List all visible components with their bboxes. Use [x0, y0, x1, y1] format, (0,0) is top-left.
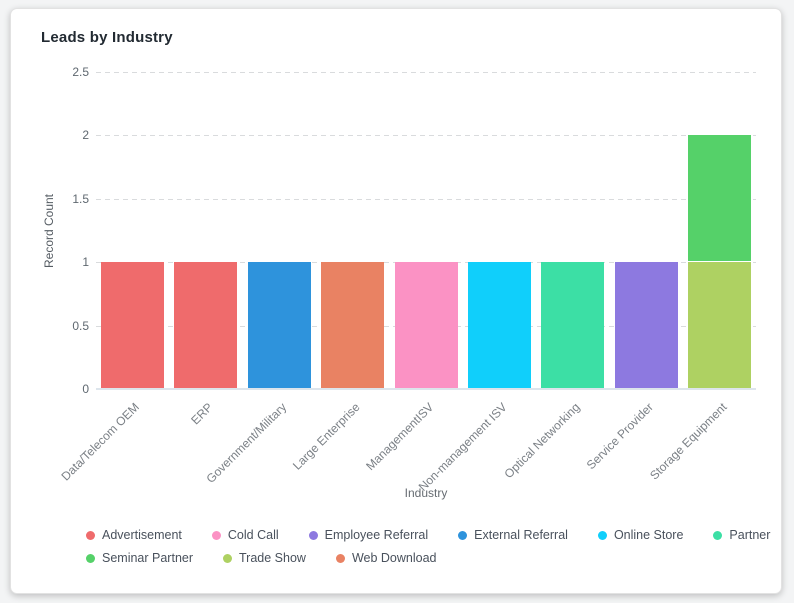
bar-data-telecom-oem — [101, 72, 164, 389]
legend-dot-icon — [86, 530, 95, 540]
legend-dot-icon — [458, 530, 468, 540]
bar-segment-government-military-external-referral[interactable] — [247, 262, 311, 389]
x-axis-title: Industry — [404, 486, 448, 500]
y-tick-label: 2 — [82, 128, 89, 143]
x-label-slot: Storage Equipment — [647, 390, 751, 483]
legend-label: Employee Referral — [324, 528, 429, 542]
legend-item-web-download[interactable]: Web Download — [335, 551, 437, 565]
chart-title: Leads by Industry — [41, 29, 173, 46]
x-label-slot: Data/Telecom OEM — [59, 390, 164, 483]
y-tick-label: 0 — [82, 382, 89, 396]
gridline — [96, 72, 756, 73]
bar-segment-large-enterprise-web-download[interactable] — [321, 262, 385, 389]
legend-item-trade-show[interactable]: Trade Show — [223, 551, 306, 565]
bar-government-military — [247, 72, 311, 389]
plot-area — [96, 72, 756, 390]
bar-segment-service-provider-employee-referral[interactable] — [614, 262, 678, 389]
legend-label: Trade Show — [239, 551, 306, 565]
legend-label: Web Download — [351, 551, 437, 565]
legend-dot-icon — [713, 530, 723, 540]
legend-dot-icon — [211, 530, 221, 540]
legend-label: External Referral — [474, 528, 568, 542]
bar-segment-storage-equipment-trade-show[interactable] — [688, 262, 751, 389]
legend-dot-icon — [308, 530, 318, 540]
x-tick-label: ERP — [188, 400, 216, 428]
legend-dot-icon — [223, 553, 233, 563]
legend-dot-icon — [86, 553, 95, 563]
bar-non-management-isv — [467, 72, 531, 389]
bar-managementisv — [394, 72, 458, 389]
bar-large-enterprise — [321, 72, 385, 389]
y-tick-label: 1 — [82, 255, 89, 270]
y-axis-ticks: 0 0.5 1 1.5 2 2.5 — [11, 65, 89, 396]
legend-label: Seminar Partner — [102, 551, 194, 565]
bar-segment-non-management-isv-online-store[interactable] — [467, 262, 531, 389]
bar-optical-networking — [541, 72, 605, 389]
y-tick-label: 1.5 — [72, 191, 89, 206]
legend-item-external-referral[interactable]: External Referral — [458, 528, 568, 542]
bar-storage-equipment — [688, 72, 751, 389]
bar-segment-optical-networking-partner[interactable] — [541, 262, 605, 389]
legend-item-seminar-partner[interactable]: Seminar Partner — [86, 551, 193, 565]
legend: Advertisement Cold Call Employee Referral E… — [86, 528, 776, 565]
chart-card: Leads by Industry Record Count 0 0.5 1 1.5 2… — [10, 8, 782, 594]
bar-service-provider — [614, 72, 678, 389]
legend-item-partner[interactable]: Partner — [713, 528, 770, 542]
legend-item-employee-referral[interactable]: Employee Referral — [308, 528, 429, 542]
y-tick-label: 0.5 — [72, 318, 89, 333]
x-axis-line — [96, 388, 756, 390]
legend-label: Advertisement — [102, 528, 182, 542]
bar-segment-erp-advertisement[interactable] — [174, 262, 238, 389]
legend-item-advertisement[interactable]: Advertisement — [86, 528, 182, 542]
x-axis-labels: Data/Telecom OEM ERP Government/Military La… — [59, 390, 756, 494]
legend-label: Online Store — [613, 528, 684, 542]
y-tick-label: 2.5 — [72, 65, 89, 79]
gridline — [96, 135, 756, 137]
bar-segment-storage-equipment-seminar-partner[interactable] — [688, 135, 751, 263]
bar-erp — [174, 72, 238, 389]
bar-segment-data-telecom-oem-advertisement[interactable] — [101, 262, 164, 389]
legend-dot-icon — [597, 530, 607, 540]
x-tick-label: Data/Telecom OEM — [58, 400, 143, 484]
gridline — [96, 198, 756, 200]
legend-label: Cold Call — [227, 528, 279, 542]
legend-label: Partner — [729, 528, 771, 542]
legend-item-cold-call[interactable]: Cold Call — [211, 528, 279, 542]
bars-container — [96, 72, 756, 389]
legend-dot-icon — [335, 553, 345, 563]
bar-segment-managementisv-cold-call[interactable] — [394, 262, 458, 389]
legend-item-online-store[interactable]: Online Store — [597, 528, 684, 542]
